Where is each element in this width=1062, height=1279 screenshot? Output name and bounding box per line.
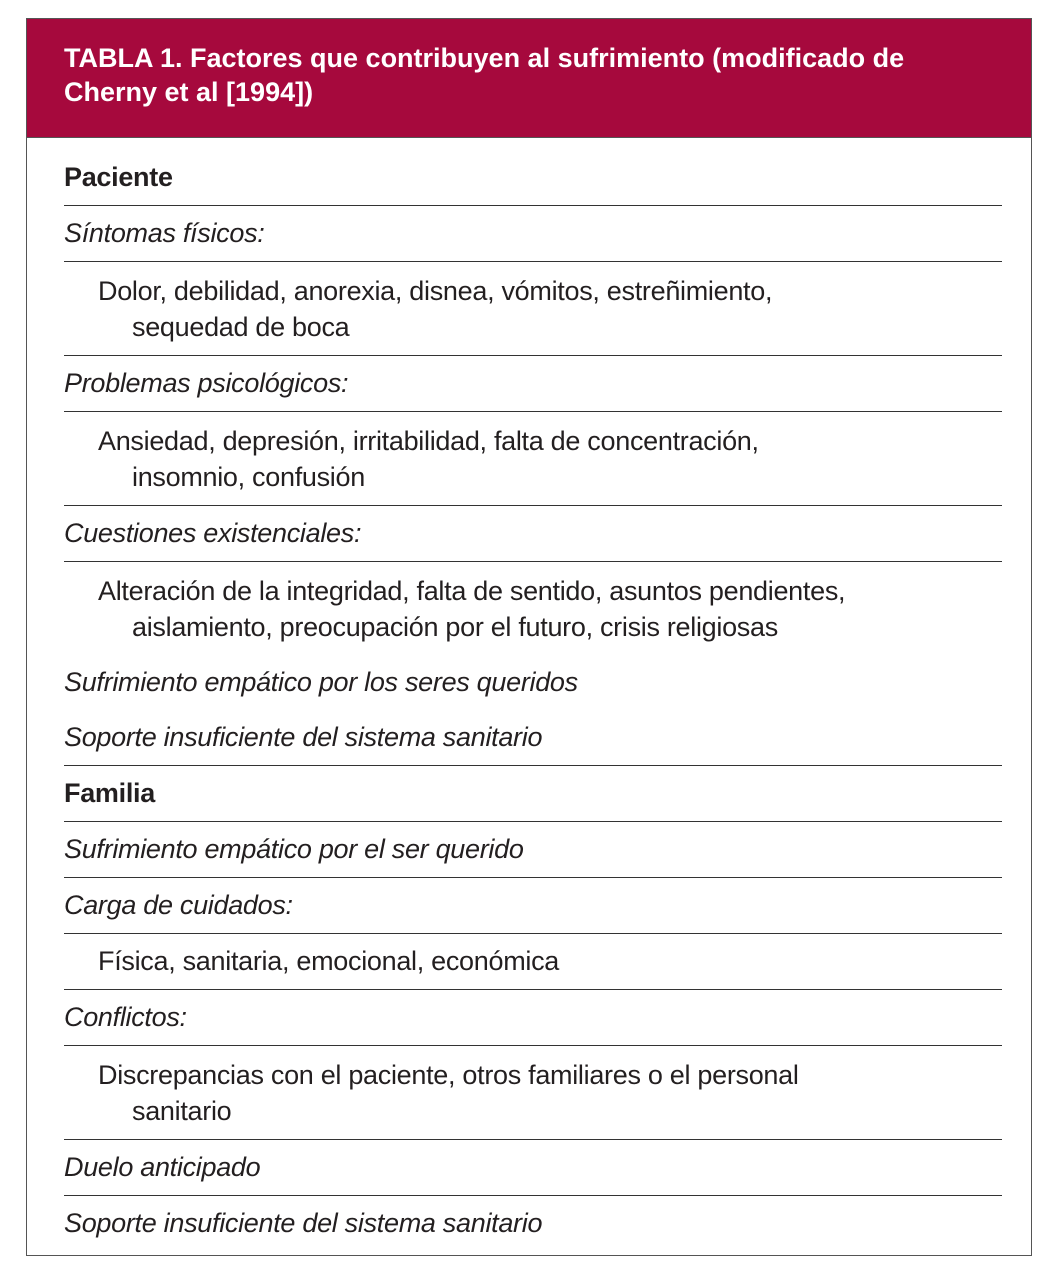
detail: Física, sanitaria, emocional, económica: [64, 934, 1002, 990]
category: Síntomas físicos:: [64, 206, 1002, 262]
detail-line: insomnio, confusión: [132, 461, 365, 492]
detail-line: sequedad de boca: [132, 311, 350, 342]
detail: Ansiedad, depresión, irritabilidad, falt…: [64, 412, 1002, 506]
category: Soporte insuficiente del sistema sanitar…: [64, 710, 1002, 766]
section-heading: Paciente: [64, 150, 1002, 206]
detail-line: Discrepancias con el paciente, otros fam…: [98, 1059, 799, 1090]
section-heading: Familia: [64, 766, 1002, 822]
detail-line: sanitario: [132, 1095, 232, 1126]
category: Duelo anticipado: [64, 1140, 1002, 1196]
category: Sufrimiento empático por los seres queri…: [64, 667, 578, 697]
category: Carga de cuidados:: [64, 878, 1002, 934]
table-body: Paciente Síntomas físicos: Dolor, debili…: [27, 138, 1031, 1251]
table-box: TABLA 1. Factores que contribuyen al suf…: [26, 18, 1032, 1256]
detail: Alteración de la integridad, falta de se…: [64, 562, 1002, 655]
detail: Discrepancias con el paciente, otros fam…: [64, 1046, 1002, 1140]
detail-line: Ansiedad, depresión, irritabilidad, falt…: [98, 425, 759, 456]
category: Cuestiones existenciales:: [64, 506, 1002, 562]
detail-line: Alteración de la integridad, falta de se…: [98, 575, 846, 606]
category: Sufrimiento empático por el ser querido: [64, 822, 1002, 878]
detail: Dolor, debilidad, anorexia, disnea, vómi…: [64, 262, 1002, 356]
category: Problemas psicológicos:: [64, 356, 1002, 412]
detail-line: Dolor, debilidad, anorexia, disnea, vómi…: [98, 275, 773, 306]
detail-line: aislamiento, preocupación por el futuro,…: [132, 611, 778, 642]
category: Conflictos:: [64, 990, 1002, 1046]
table-title: TABLA 1. Factores que contribuyen al suf…: [27, 19, 1031, 138]
category: Soporte insuficiente del sistema sanitar…: [64, 1208, 543, 1238]
